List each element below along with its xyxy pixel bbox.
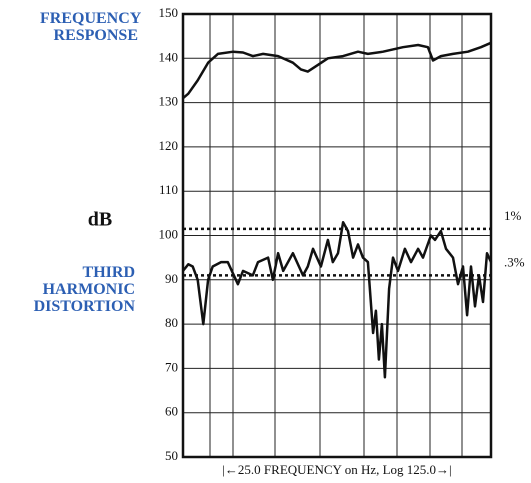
- y-tick-label: 120: [159, 138, 179, 153]
- series-label: FREQUENCY RESPONSE: [40, 10, 142, 44]
- y-tick-label: 90: [165, 271, 178, 286]
- plot-frame: [181, 12, 493, 459]
- y-tick-label: 60: [165, 404, 178, 419]
- y-tick-label: 100: [159, 226, 179, 241]
- y-tick-label: 110: [159, 182, 178, 197]
- series-label: THIRD HARMONIC DISTORTION: [33, 264, 135, 315]
- series-line: [182, 41, 492, 100]
- y-tick-label: 50: [165, 448, 178, 463]
- y-axis-label: dB: [88, 209, 112, 231]
- y-tick-label: 70: [165, 359, 178, 374]
- y-tick-label: 140: [159, 49, 179, 64]
- y-tick-label: 130: [159, 94, 179, 109]
- y-tick-label: 80: [165, 315, 178, 330]
- reference-label: .3%: [504, 254, 525, 269]
- reference-label: 1%: [504, 208, 522, 223]
- y-tick-label: 150: [159, 5, 179, 20]
- series-line: [182, 220, 493, 379]
- x-axis-label: |←25.0 FREQUENCY on Hz, Log 125.0→|: [222, 462, 451, 477]
